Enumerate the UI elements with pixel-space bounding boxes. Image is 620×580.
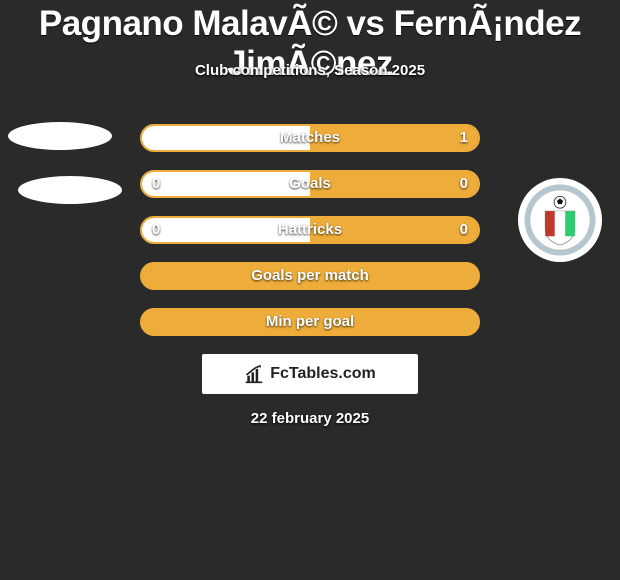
brand-text: FcTables.com (270, 365, 376, 383)
stat-row-matches: Matches1 (140, 124, 480, 152)
stat-row-min-per-goal: Min per goal (140, 308, 480, 336)
stat-row-goals-per-match: Goals per match (140, 262, 480, 290)
stat-value-left: 0 (152, 218, 160, 242)
stat-label: Hattricks (142, 218, 478, 242)
stat-label: Matches (142, 126, 478, 150)
fctables-brand[interactable]: FcTables.com (202, 354, 418, 394)
stat-row-hattricks: Hattricks0 0 (140, 216, 480, 244)
stat-row-goals: Goals0 0 (140, 170, 480, 198)
stat-value-right: 0 (460, 218, 468, 242)
left-team-logo-1 (8, 122, 112, 150)
subtitle: Club competitions, Season 2025 (0, 62, 620, 79)
date-text: 22 february 2025 (0, 410, 620, 427)
left-team-logo-2 (18, 176, 122, 204)
stat-label: Goals per match (142, 264, 478, 288)
right-team-logo (518, 178, 602, 262)
bar-chart-icon (244, 364, 264, 384)
stat-label: Min per goal (142, 310, 478, 334)
stat-value-right: 1 (460, 126, 468, 150)
stat-label: Goals (142, 172, 478, 196)
stat-value-right: 0 (460, 172, 468, 196)
stat-value-left: 0 (152, 172, 160, 196)
